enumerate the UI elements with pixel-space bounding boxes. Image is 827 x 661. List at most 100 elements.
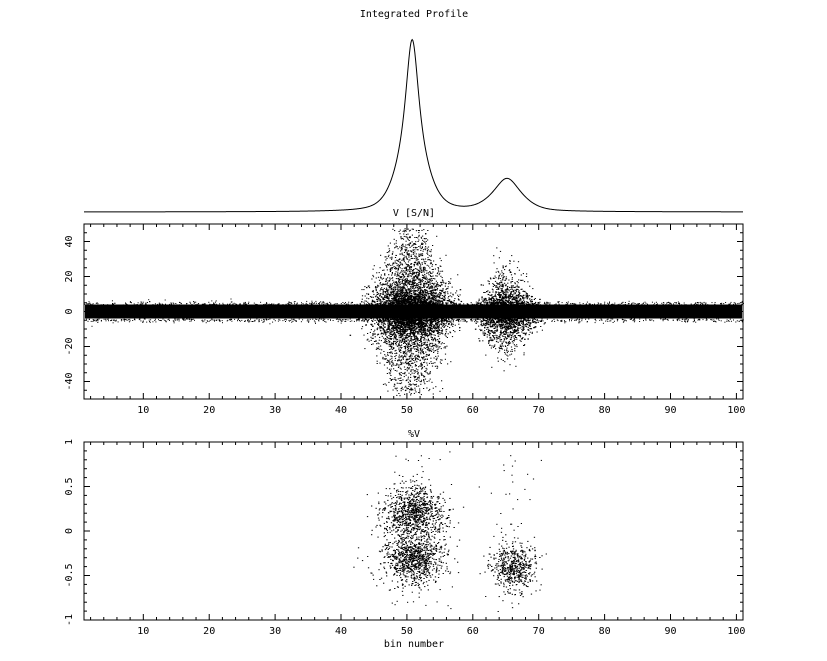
v-sn-point xyxy=(300,321,302,323)
v-sn-point xyxy=(410,254,412,256)
v-sn-point xyxy=(604,301,606,303)
v-sn-point xyxy=(411,362,413,364)
v-sn-point xyxy=(422,235,424,237)
v-sn-point xyxy=(391,267,393,269)
v-sn-point xyxy=(407,336,409,338)
v-sn-point xyxy=(285,303,287,305)
v-sn-point xyxy=(403,259,405,260)
v-sn-point xyxy=(318,320,320,322)
v-sn-point xyxy=(180,302,182,304)
v-sn-point xyxy=(473,319,475,321)
v-sn-point xyxy=(477,301,479,303)
v-sn-point xyxy=(418,294,420,296)
v-sn-point xyxy=(408,266,410,268)
v-sn-point xyxy=(126,304,128,306)
v-sn-point xyxy=(347,303,349,305)
v-sn-point xyxy=(445,333,447,334)
v-sn-point xyxy=(414,343,416,345)
v-sn-point xyxy=(451,318,453,320)
v-sn-point xyxy=(430,327,432,329)
v-sn-point xyxy=(390,313,392,314)
v-sn-point xyxy=(445,282,447,284)
v-sn-point xyxy=(384,273,386,275)
v-sn-point xyxy=(399,283,401,285)
v-sn-point xyxy=(413,318,415,320)
v-sn-point xyxy=(402,339,404,341)
v-sn-point xyxy=(378,300,380,302)
v-sn-point xyxy=(430,346,432,348)
v-sn-point xyxy=(385,278,387,280)
v-sn-point xyxy=(141,303,143,305)
v-sn-point xyxy=(294,301,296,302)
v-sn-point xyxy=(286,319,287,321)
v-sn-point xyxy=(390,293,392,295)
v-sn-point xyxy=(412,362,414,364)
v-sn-point xyxy=(369,316,371,318)
v-sn-point xyxy=(403,326,405,328)
v-sn-point xyxy=(390,285,392,287)
v-sn-point xyxy=(390,355,392,357)
v-sn-point xyxy=(371,337,373,339)
v-sn-point xyxy=(384,256,386,258)
v-sn-point xyxy=(175,304,177,306)
v-sn-point xyxy=(395,278,397,280)
v-sn-point xyxy=(441,321,443,323)
v-sn-point xyxy=(418,375,420,377)
v-sn-point xyxy=(681,320,683,322)
v-sn-point xyxy=(408,281,411,282)
v-sn-point xyxy=(681,318,683,320)
v-sn-point xyxy=(454,314,456,316)
v-sn-point xyxy=(439,265,441,267)
v-sn-point xyxy=(419,286,421,288)
v-sn-point xyxy=(427,338,429,340)
v-sn-point xyxy=(411,251,413,253)
v-sn-point xyxy=(247,319,249,321)
v-sn-point xyxy=(322,301,324,303)
v-sn-point xyxy=(413,347,415,349)
v-sn-point xyxy=(400,287,402,289)
v-sn-point xyxy=(404,346,406,348)
v-sn-point xyxy=(436,295,438,297)
v-sn-point xyxy=(410,349,412,351)
v-sn-point xyxy=(401,273,403,275)
v-sn-point xyxy=(458,323,460,325)
v-sn-point xyxy=(411,366,413,368)
v-sn-point xyxy=(377,348,379,350)
v-sn-point xyxy=(392,279,394,281)
v-sn-point xyxy=(252,321,254,322)
v-sn-point xyxy=(345,320,347,322)
v-sn-point xyxy=(440,310,442,312)
v-sn-point xyxy=(728,304,730,306)
v-sn-point xyxy=(343,303,345,304)
v-sn-point xyxy=(374,304,376,306)
v-sn-point xyxy=(239,320,240,321)
v-sn-point xyxy=(410,338,412,340)
v-sn-point xyxy=(373,265,375,267)
v-sn-point xyxy=(421,246,423,248)
v-sn-point xyxy=(391,338,393,339)
v-sn-point xyxy=(415,368,417,370)
v-sn-point xyxy=(420,394,422,396)
v-sn-point xyxy=(613,304,615,305)
v-sn-point xyxy=(142,320,144,322)
v-sn-point xyxy=(565,303,567,305)
v-sn-point xyxy=(632,320,634,322)
v-sn-point xyxy=(426,302,428,304)
v-sn-point xyxy=(409,282,411,284)
v-sn-point xyxy=(389,268,391,270)
v-sn-point xyxy=(415,244,417,245)
v-sn-point xyxy=(389,321,392,323)
v-sn-point xyxy=(214,320,215,322)
v-sn-point xyxy=(341,304,343,306)
v-sn-point xyxy=(609,320,611,322)
v-sn-point xyxy=(370,296,373,298)
v-sn-point xyxy=(219,303,221,305)
v-sn-point xyxy=(395,379,397,381)
v-sn-point xyxy=(424,273,426,275)
v-sn-point xyxy=(392,389,394,391)
v-sn-point xyxy=(263,321,265,323)
v-sn-point xyxy=(439,323,441,325)
v-sn-point xyxy=(173,322,175,324)
v-sn-point xyxy=(386,266,388,268)
v-sn-point xyxy=(395,344,397,346)
